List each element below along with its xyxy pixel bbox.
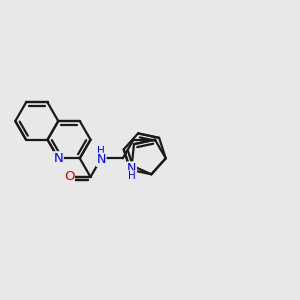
Text: O: O: [64, 170, 74, 183]
Text: N: N: [53, 152, 63, 165]
Text: N: N: [127, 162, 136, 175]
Text: H: H: [128, 171, 136, 181]
Text: H: H: [98, 146, 105, 156]
Text: N: N: [97, 153, 106, 166]
